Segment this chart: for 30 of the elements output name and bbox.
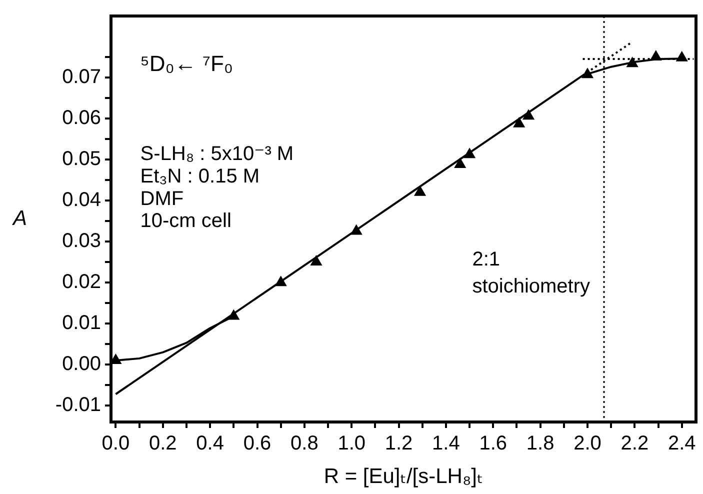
x-tick-label: 2.4: [668, 432, 696, 455]
x-tick-label: 0.0: [102, 432, 130, 455]
x-tick-label: 1.8: [526, 432, 554, 455]
annotation: Et₃N : 0.15 M: [140, 165, 260, 188]
y-tick-label: 0.03: [62, 230, 101, 252]
y-tick-label: -0.01: [55, 394, 101, 416]
annotation: S-LH₈ : 5x10⁻³ M: [140, 143, 294, 166]
ref-line-label: 2:1 stoichiometry: [472, 248, 590, 298]
x-tick-label: 2.0: [574, 432, 602, 455]
x-tick-label: 2.2: [620, 432, 649, 455]
y-tick-label: 0.07: [62, 66, 101, 88]
y-tick-label: 0.00: [62, 353, 101, 376]
x-tick-label: 1.2: [384, 432, 413, 455]
y-axis-title: A: [10, 206, 28, 230]
x-tick-label: 0.6: [243, 432, 272, 455]
y-tick-label: 0.05: [62, 148, 101, 170]
x-tick-label: 0.8: [290, 432, 318, 455]
x-tick-label: 0.4: [196, 432, 224, 455]
x-tick-label: 0.2: [148, 432, 177, 455]
annotation: DMF: [140, 188, 184, 210]
annotation: ⁵D₀← ⁷F₀: [140, 50, 234, 76]
x-axis-title: R = [Eu]ₜ/[s-LH₈]ₜ: [324, 465, 484, 488]
x-tick-label: 1.0: [338, 432, 366, 455]
x-tick-label: 1.4: [432, 432, 460, 455]
y-tick-label: 0.01: [62, 312, 101, 334]
annotation: 10-cm cell: [140, 210, 232, 232]
y-tick-label: 0.04: [62, 189, 101, 212]
y-tick-label: 0.06: [62, 107, 101, 130]
y-tick-label: 0.02: [62, 271, 101, 294]
x-tick-label: 1.6: [479, 432, 508, 455]
